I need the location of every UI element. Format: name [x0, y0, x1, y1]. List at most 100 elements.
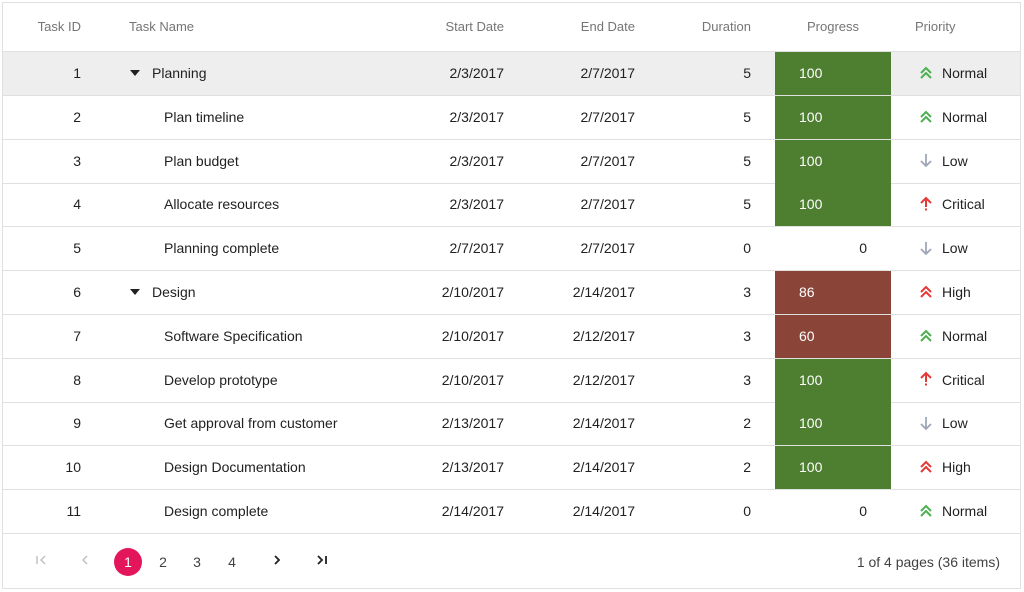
start-date: 2/14/2017 [441, 503, 504, 519]
table-row[interactable]: 11 Design complete 2/14/2017 2/14/2017 0… [3, 490, 1020, 534]
task-name: Plan timeline [164, 108, 245, 125]
progress-bar [775, 314, 891, 358]
priority-label: Normal [942, 65, 988, 81]
duration: 5 [743, 152, 751, 169]
start-date: 2/3/2017 [449, 108, 505, 125]
task-name-cell: Software Specification [115, 315, 415, 358]
task-name-cell: Plan budget [115, 140, 415, 183]
table-row[interactable]: 7 Software Specification 2/10/2017 2/12/… [3, 314, 1020, 359]
priority-high-icon [920, 285, 932, 298]
priority-label: High [942, 459, 971, 476]
priority-label: Normal [942, 108, 988, 125]
task-name-cell: Design Documentation [115, 446, 415, 489]
start-date: 2/3/2017 [449, 65, 505, 81]
priority-low-icon [920, 417, 932, 431]
progress-value: 100 [799, 152, 823, 169]
duration: 5 [743, 108, 751, 125]
task-id: 2 [73, 108, 81, 125]
priority-cell: Low [915, 227, 1015, 270]
header-progress[interactable]: Progress [806, 19, 860, 34]
progress-bar [775, 358, 891, 402]
pager-info: 1 of 4 pages (36 items) [856, 554, 1000, 570]
progress-cell: 86 [775, 271, 891, 314]
end-date: 2/14/2017 [572, 284, 635, 300]
priority-label: Low [942, 152, 968, 169]
header-task-id[interactable]: Task ID [37, 19, 81, 34]
page-2-button[interactable]: 2 [159, 554, 167, 570]
duration: 5 [743, 196, 751, 213]
first-page-button[interactable] [27, 548, 55, 576]
page-1-button[interactable]: 1 [114, 548, 142, 576]
progress-value: 60 [799, 327, 815, 344]
end-date: 2/14/2017 [572, 459, 635, 476]
progress-cell: 100 [775, 95, 891, 139]
last-page-button[interactable] [308, 548, 336, 576]
table-row[interactable]: 2 Plan timeline 2/3/2017 2/7/2017 5 100 … [3, 95, 1020, 140]
task-name: Design complete [164, 503, 269, 519]
duration: 2 [743, 459, 751, 476]
next-page-button[interactable] [263, 548, 291, 576]
start-date: 2/7/2017 [449, 240, 505, 257]
header-task-name[interactable]: Task Name [129, 19, 195, 34]
task-id: 7 [73, 327, 81, 344]
header-end-date[interactable]: End Date [580, 19, 635, 34]
priority-label: High [942, 284, 971, 300]
page-3-button[interactable]: 3 [193, 554, 201, 570]
table-row[interactable]: 10 Design Documentation 2/13/2017 2/14/2… [3, 446, 1020, 491]
task-name-cell: Design [115, 271, 415, 314]
progress-value: 100 [799, 65, 823, 81]
table-row[interactable]: 1 Planning 2/3/2017 2/7/2017 5 100 Norma… [3, 52, 1020, 96]
end-date: 2/12/2017 [572, 327, 635, 344]
progress-value: 100 [799, 415, 823, 432]
collapse-icon[interactable] [130, 70, 140, 77]
priority-cell: Normal [915, 315, 1015, 358]
progress-cell: 100 [775, 52, 891, 95]
progress-cell: 100 [775, 139, 891, 183]
priority-low-icon [920, 241, 932, 256]
priority-label: Low [942, 240, 968, 257]
table-row[interactable]: 9 Get approval from customer 2/13/2017 2… [3, 402, 1020, 447]
priority-cell: Normal [915, 96, 1015, 139]
priority-label: Critical [942, 196, 985, 213]
priority-normal-icon [920, 66, 932, 79]
page-4-button[interactable]: 4 [228, 554, 236, 570]
table-row[interactable]: 6 Design 2/10/2017 2/14/2017 3 86 High [3, 271, 1020, 315]
start-date: 2/13/2017 [441, 459, 504, 476]
end-date: 2/7/2017 [580, 152, 636, 169]
priority-label: Low [942, 415, 968, 432]
header-priority[interactable]: Priority [915, 19, 956, 34]
task-name-cell: Get approval from customer [115, 402, 415, 445]
table-row[interactable]: 4 Allocate resources 2/3/2017 2/7/2017 5… [3, 183, 1020, 228]
task-name-cell: Plan timeline [115, 96, 415, 139]
progress-bar [775, 271, 891, 314]
table-row[interactable]: 8 Develop prototype 2/10/2017 2/12/2017 … [3, 358, 1020, 403]
priority-high-icon [920, 460, 932, 473]
start-date: 2/10/2017 [441, 327, 504, 344]
task-name-cell: Planning complete [115, 227, 415, 270]
task-name-cell: Planning [115, 52, 415, 95]
priority-cell: Critical [915, 359, 1015, 402]
header-duration[interactable]: Duration [701, 19, 751, 34]
priority-cell: Low [915, 402, 1015, 445]
priority-cell: High [915, 271, 1015, 314]
duration: 0 [743, 503, 751, 519]
progress-bar [775, 95, 891, 139]
progress-cell: 100 [775, 183, 891, 227]
collapse-icon[interactable] [130, 289, 140, 296]
table-row[interactable]: 3 Plan budget 2/3/2017 2/7/2017 5 100 Lo… [3, 139, 1020, 184]
table-row[interactable]: 5 Planning complete 2/7/2017 2/7/2017 0 … [3, 227, 1020, 272]
progress-cell: 0 [775, 227, 891, 270]
progress-cell: 60 [775, 314, 891, 358]
task-id: 1 [73, 65, 81, 81]
header-start-date[interactable]: Start Date [445, 19, 504, 34]
priority-label: Normal [942, 503, 988, 519]
start-date: 2/3/2017 [449, 152, 505, 169]
task-name-cell: Design complete [115, 490, 415, 533]
priority-critical-icon [920, 196, 932, 211]
task-name: Allocate resources [164, 196, 280, 213]
priority-normal-icon [920, 110, 932, 123]
previous-page-button[interactable] [71, 548, 99, 576]
priority-label: Critical [942, 371, 985, 388]
task-name-cell: Allocate resources [115, 183, 415, 226]
